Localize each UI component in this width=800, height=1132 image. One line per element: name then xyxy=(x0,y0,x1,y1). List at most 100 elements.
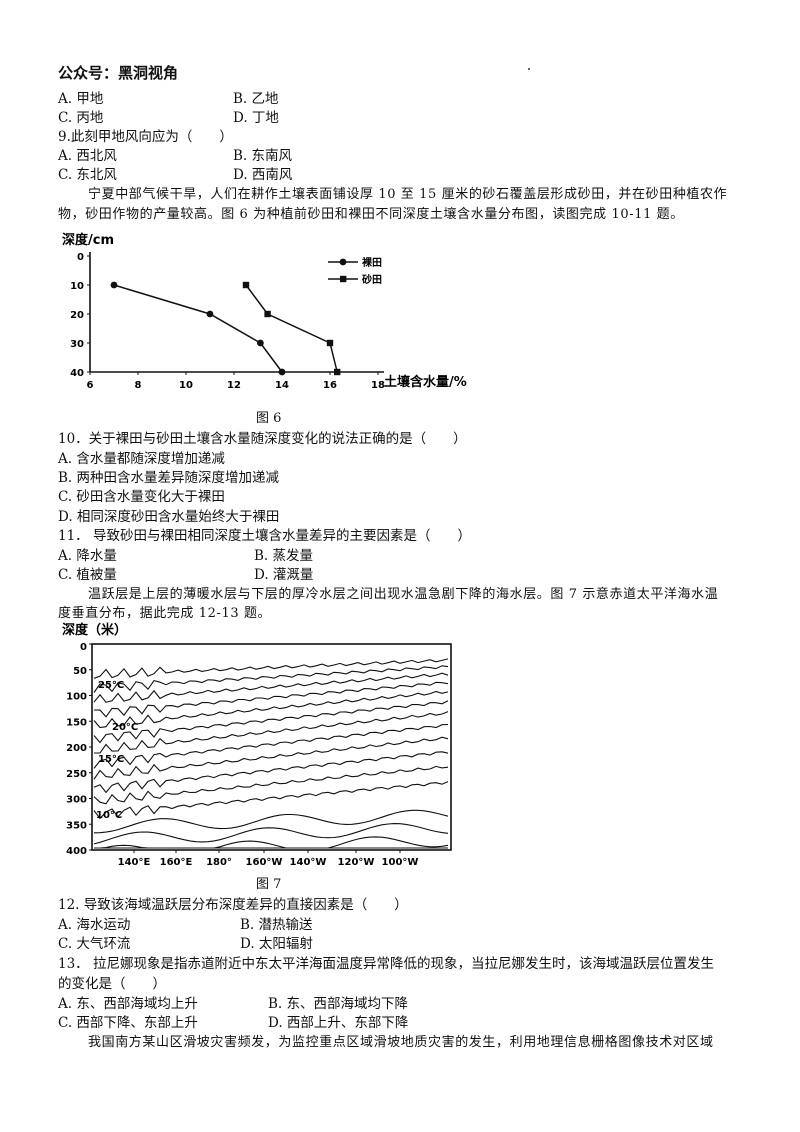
y-tick-label: 40 xyxy=(70,368,84,379)
x-tick-label: 6 xyxy=(87,380,94,391)
y-tick-label: 0 xyxy=(77,252,84,263)
q12-option-a[interactable]: A. 海水运动 xyxy=(58,917,131,933)
q13-option-c[interactable]: C. 西部下降、东部上升 xyxy=(58,1015,198,1031)
data-point-square xyxy=(334,368,341,376)
isotherm-line xyxy=(94,836,449,849)
q8-option-b[interactable]: B. 乙地 xyxy=(233,91,279,107)
q10-stem: 10．关于裸田与砂田土壤含水量随深度变化的说法正确的是（ ） xyxy=(58,431,467,447)
isotherm-line xyxy=(93,723,449,769)
x-tick-label: 12 xyxy=(227,380,241,391)
x-axis-title: 土壤含水量/% xyxy=(384,374,467,390)
y-tick-label: 250 xyxy=(66,769,87,780)
y-axis-title: 深度（米） xyxy=(62,622,127,638)
plot-frame xyxy=(91,643,452,851)
q9-option-a[interactable]: A. 西北风 xyxy=(58,148,117,164)
data-point-circle xyxy=(278,368,286,376)
y-tick-label: 30 xyxy=(70,339,84,350)
isotherm-line xyxy=(93,809,449,834)
x-tick-label: 120°W xyxy=(338,857,375,868)
isotherm-line xyxy=(93,672,449,703)
q9-option-b[interactable]: B. 东南风 xyxy=(233,148,293,164)
q8-option-c[interactable]: C. 丙地 xyxy=(58,110,104,126)
data-point-square xyxy=(264,310,271,318)
x-tick-label: 160°W xyxy=(246,857,283,868)
isotherm-line xyxy=(93,700,449,744)
y-tick-label: 100 xyxy=(66,692,87,703)
isotherm-line xyxy=(93,823,449,845)
legend-marker-circle xyxy=(339,258,347,266)
isotherm-label: 10°C xyxy=(96,810,122,821)
isotherm-line xyxy=(93,765,449,805)
y-tick-label: 400 xyxy=(66,846,87,857)
x-tick-label: 10 xyxy=(179,380,193,391)
q11-option-a[interactable]: A. 降水量 xyxy=(58,548,117,564)
y-tick-label: 150 xyxy=(66,717,87,728)
y-axis-title: 深度/cm xyxy=(62,232,114,248)
isotherm-label: 25°C xyxy=(98,680,124,691)
q12-option-c[interactable]: C. 大气环流 xyxy=(58,936,131,952)
isotherm-line xyxy=(93,658,449,679)
q11-option-b[interactable]: B. 蒸发量 xyxy=(254,548,314,564)
x-tick-label: 100°W xyxy=(382,857,419,868)
isotherm-line xyxy=(93,665,449,693)
y-tick-label: 20 xyxy=(70,310,84,321)
x-tick-label: 8 xyxy=(135,380,142,391)
x-tick-label: 140°W xyxy=(290,857,327,868)
x-tick-label: 160°E xyxy=(160,857,193,868)
data-point-circle xyxy=(110,281,118,289)
intro1-line2: 物，砂田作物的产量较高。图 6 为种植前砂田和裸田不同深度土壤含水量分布图，读图… xyxy=(58,207,684,222)
x-tick-label: 140°E xyxy=(118,857,151,868)
data-point-circle xyxy=(206,310,214,318)
q12-option-d[interactable]: D. 太阳辐射 xyxy=(240,936,313,952)
legend-label-1: 砂田 xyxy=(361,273,382,286)
q9-option-d[interactable]: D. 西南风 xyxy=(233,167,293,183)
q11-stem: 11． 导致砂田与裸田相同深度土壤含水量差异的主要因素是（ ） xyxy=(58,528,471,544)
isotherm-line xyxy=(93,711,449,754)
series-line-0 xyxy=(113,284,283,373)
x-tick-label: 16 xyxy=(323,380,337,391)
q10-option-c[interactable]: C. 砂田含水量变化大于裸田 xyxy=(58,489,225,505)
x-tick-label: 18 xyxy=(371,380,385,391)
q10-option-a[interactable]: A. 含水量都随深度增加递减 xyxy=(58,451,225,467)
isotherm-line xyxy=(93,781,449,820)
q13-stem-line2: 的变化是（ ） xyxy=(58,976,166,992)
intro1-line1: 宁夏中部气候干旱，人们在耕作土壤表面铺设厚 10 至 15 厘米的砂石覆盖层形成… xyxy=(88,187,728,202)
q10-option-b[interactable]: B. 两种田含水量差异随深度增加递减 xyxy=(58,470,280,486)
q13-stem-line1: 13． 拉尼娜现象是指赤道附近中东太平洋海面温度异常降低的现象，当拉尼娜发生时，… xyxy=(58,956,714,972)
y-tick-label: 300 xyxy=(66,795,87,806)
q11-option-d[interactable]: D. 灌溉量 xyxy=(254,567,314,583)
x-tick-label: 180° xyxy=(206,857,232,868)
q9-option-c[interactable]: C. 东北风 xyxy=(58,167,117,183)
q13-option-a[interactable]: A. 东、西部海域均上升 xyxy=(58,996,198,1012)
q9-stem: 9.此刻甲地风向应为（ ） xyxy=(58,129,233,145)
y-tick-label: 10 xyxy=(70,281,84,292)
q12-option-b[interactable]: B. 潜热输送 xyxy=(240,917,313,933)
figure-6-caption: 图 6 xyxy=(256,411,282,426)
series-line-1 xyxy=(245,284,338,373)
isotherm-line xyxy=(93,751,449,794)
q8-option-d[interactable]: D. 丁地 xyxy=(233,110,279,126)
y-tick-label: 50 xyxy=(73,666,87,677)
legend-marker-square xyxy=(340,275,347,283)
y-tick-label: 0 xyxy=(80,642,87,653)
y-tick-label: 200 xyxy=(66,743,87,754)
speck xyxy=(528,68,530,70)
q13-option-b[interactable]: B. 东、西部海域均下降 xyxy=(268,996,409,1012)
q8-option-a[interactable]: A. 甲地 xyxy=(58,91,104,107)
data-point-circle xyxy=(257,339,264,347)
intro2-line2: 度垂直分布，据此完成 12-13 题。 xyxy=(58,606,272,621)
q12-stem: 12. 导致该海域温跃层分布深度差异的直接因素是（ ） xyxy=(58,897,408,913)
header-watermark: 公众号：黑洞视角 xyxy=(58,64,179,82)
isotherm-label: 15°C xyxy=(98,754,124,765)
intro3-line: 我国南方某山区滑坡灾害频发，为监控重点区域滑坡地质灾害的发生，利用地理信息栅格图… xyxy=(88,1035,714,1050)
q10-option-d[interactable]: D. 相同深度砂田含水量始终大于裸田 xyxy=(58,509,280,525)
isotherm-label: 20°C xyxy=(112,722,138,733)
y-tick-label: 350 xyxy=(66,820,87,831)
q13-option-d[interactable]: D. 西部上升、东部下降 xyxy=(268,1015,409,1031)
data-point-square xyxy=(242,281,250,289)
intro2-line1: 温跃层是上层的薄暖水层与下层的厚冷水层之间出现水温急剧下降的海水层。图 7 示意… xyxy=(88,587,719,602)
legend-label-0: 裸田 xyxy=(362,256,382,269)
isotherm-line xyxy=(93,681,449,718)
q11-option-c[interactable]: C. 植被量 xyxy=(58,567,117,583)
